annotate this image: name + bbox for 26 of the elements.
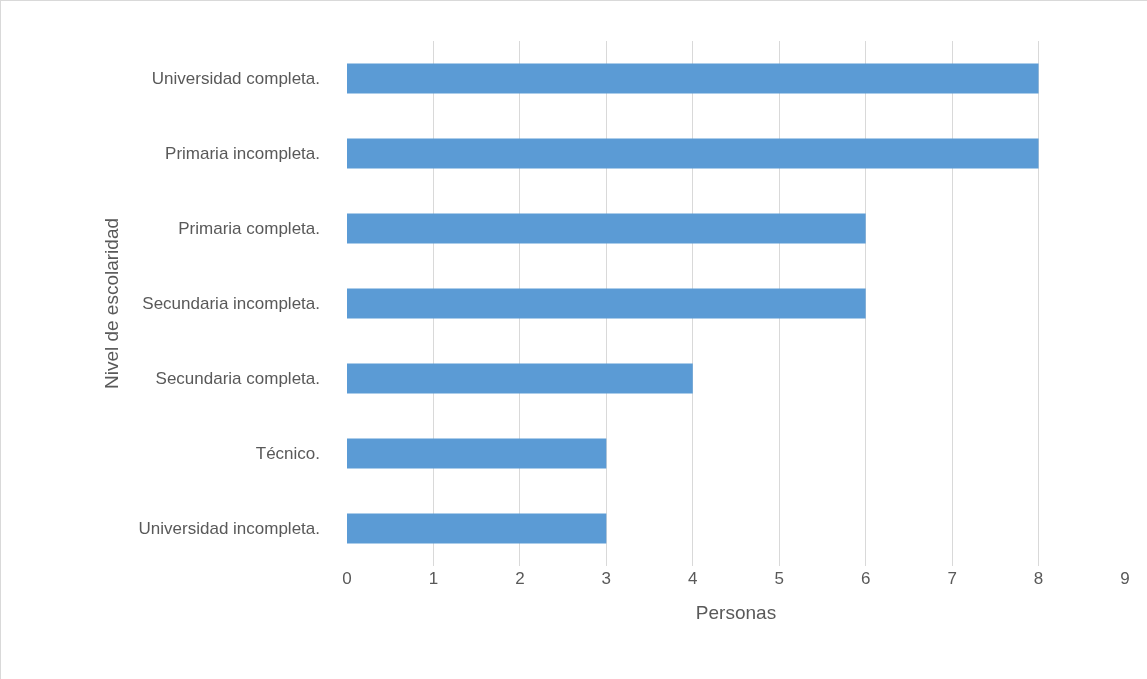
y-axis-title: Nivel de escolaridad xyxy=(101,217,123,390)
bar xyxy=(347,138,1039,169)
y-tick-label: Primaria completa. xyxy=(178,219,320,239)
x-tick-label: 1 xyxy=(428,569,439,588)
bar xyxy=(347,438,607,469)
x-tick-label: 6 xyxy=(860,569,871,588)
bar xyxy=(347,213,866,244)
y-tick-label: Universidad incompleta. xyxy=(138,519,320,539)
y-tick-label: Universidad completa. xyxy=(151,69,320,89)
x-tick-label: 3 xyxy=(601,569,612,588)
y-tick-label: Secundaria incompleta. xyxy=(142,294,320,314)
x-tick-label: 8 xyxy=(1033,569,1044,588)
bar xyxy=(347,288,866,319)
x-tick-label: 0 xyxy=(342,569,352,588)
y-tick-label: Secundaria completa. xyxy=(155,369,320,389)
x-tick-label: 2 xyxy=(515,569,525,588)
x-axis-title: Personas xyxy=(695,601,777,623)
y-tick-label: Primaria incompleta. xyxy=(165,144,320,164)
x-tick-label: 7 xyxy=(947,569,957,588)
x-tick-label: 9 xyxy=(1120,569,1130,588)
bar xyxy=(347,513,607,544)
bar xyxy=(347,63,1039,94)
y-tick-label: Técnico. xyxy=(255,444,320,464)
bar xyxy=(347,363,693,394)
x-tick-label: 5 xyxy=(774,569,784,588)
x-tick-label: 4 xyxy=(688,569,698,588)
